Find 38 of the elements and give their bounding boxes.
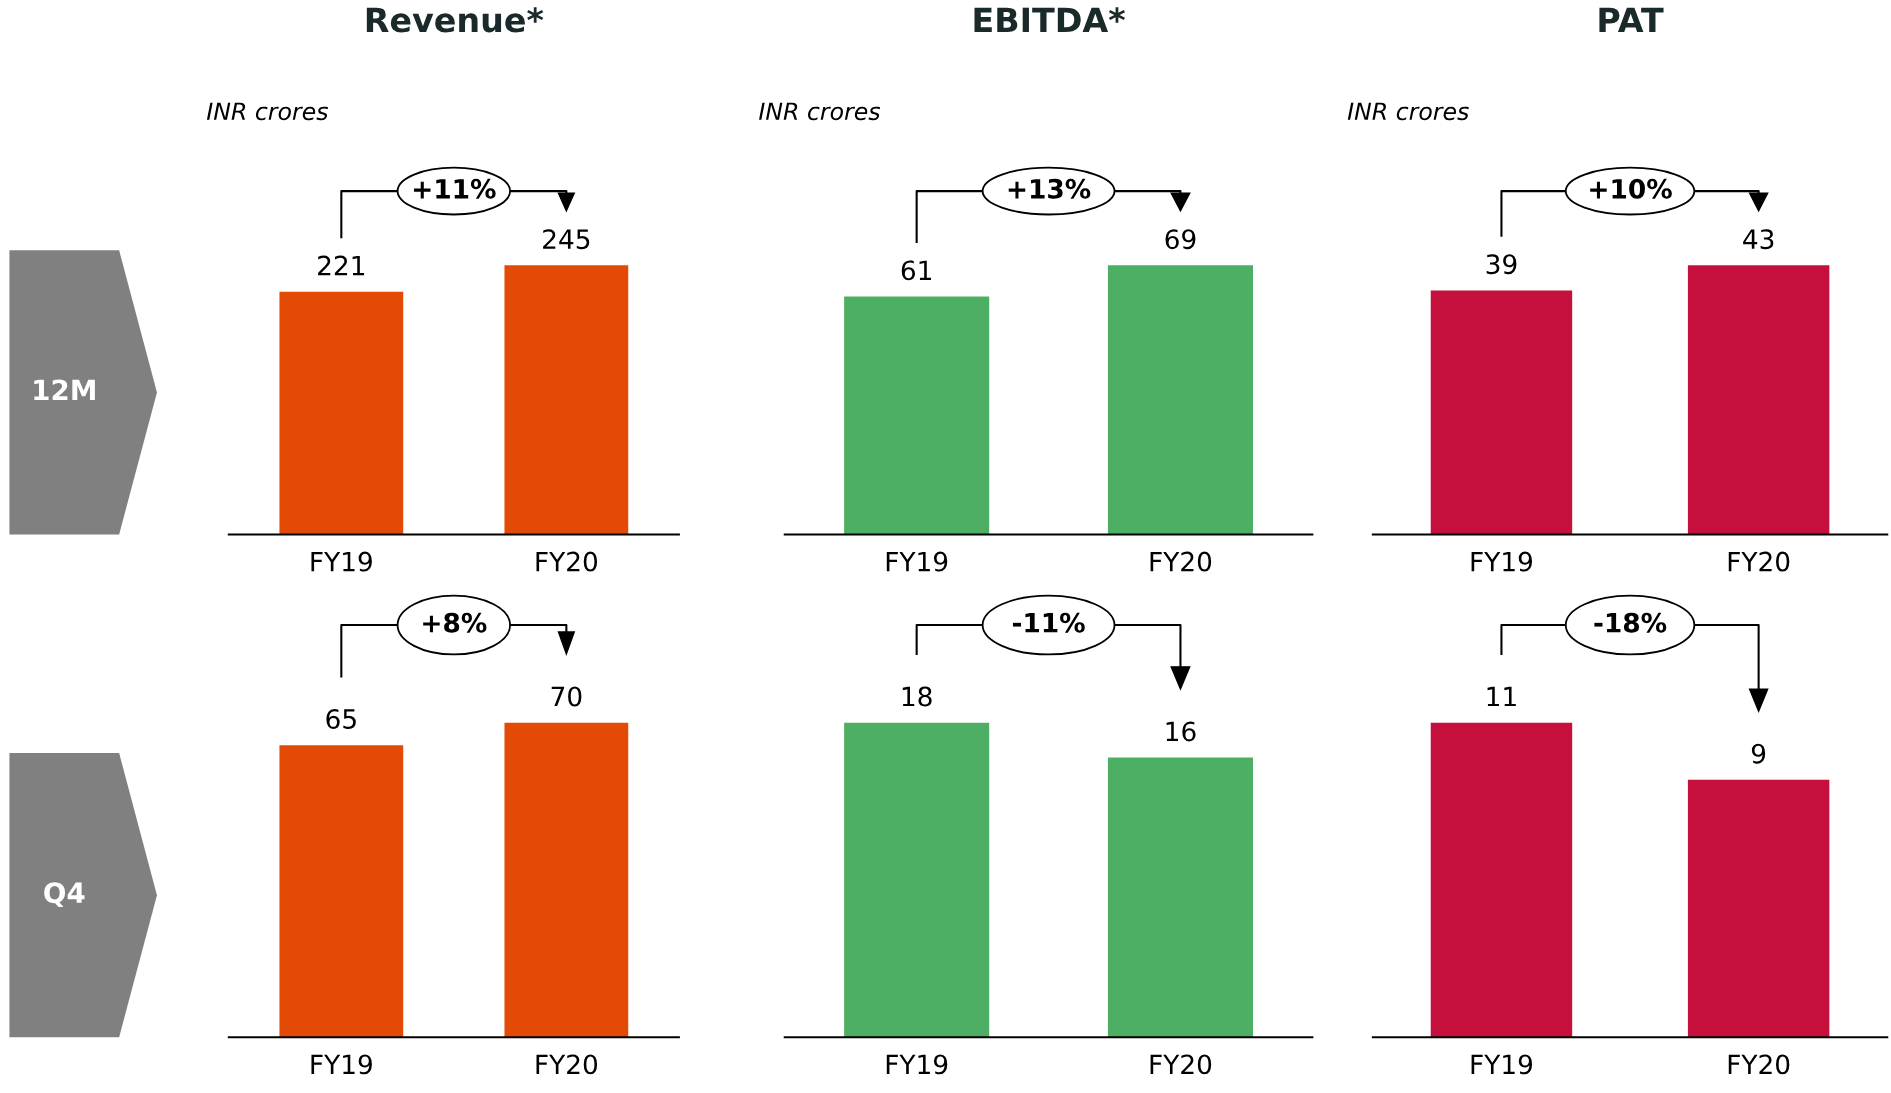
text: +10% [1590,178,1672,199]
chart-title: Revenue* [366,7,544,33]
data-label: 39 [1486,254,1517,275]
data-label: 61 [901,260,932,281]
x-tick-label: FY19 [311,1054,372,1075]
text: +13% [1008,178,1091,199]
data-label: 43 [1743,229,1774,250]
data-label: 9 [1751,743,1766,764]
chart-subtitle: INR crores [759,102,881,121]
x-tick-label: FY20 [1728,1054,1790,1075]
data-label: 18 [902,686,932,707]
text: Q4 [44,882,85,907]
x-tick-label: FY19 [1471,551,1533,572]
x-tick-label: FY20 [1150,551,1212,572]
x-tick-label: FY19 [311,551,372,572]
x-tick-label: FY20 [1150,1054,1212,1075]
chart-subtitle: INR crores [1347,102,1469,121]
data-label: 11 [1487,686,1516,707]
chart-title: PAT [1599,7,1664,32]
text: 12M [34,379,95,401]
text: -18% [1594,612,1667,633]
chart-subtitle: INR crores [206,102,329,121]
data-label: 70 [551,686,582,707]
text: +8% [423,612,487,633]
x-tick-label: FY19 [1471,1054,1533,1075]
data-label: 221 [318,255,365,276]
x-tick-label: FY19 [886,551,948,572]
chart-title: EBITDA* [974,7,1125,32]
text: -11% [1012,612,1085,633]
x-tick-label: FY20 [536,551,598,572]
x-tick-label: FY20 [1728,551,1790,572]
x-tick-label: FY19 [886,1054,948,1075]
data-label: 65 [326,708,356,729]
data-label: 69 [1165,229,1196,250]
x-tick-label: FY20 [536,1054,598,1075]
text: +11% [414,178,496,199]
data-label: 16 [1166,721,1196,742]
data-label: 245 [543,229,590,250]
